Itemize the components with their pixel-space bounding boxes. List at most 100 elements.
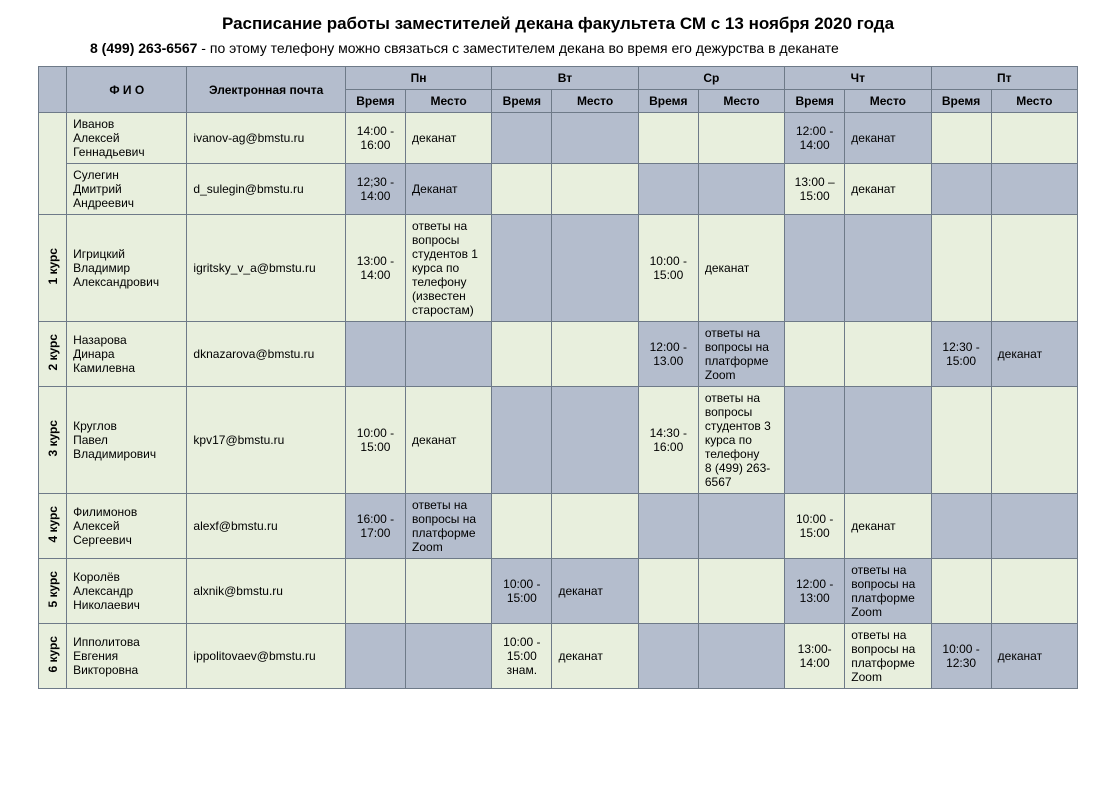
time-cell: 12:00 - 14:00 bbox=[785, 113, 845, 164]
th-course bbox=[39, 67, 67, 113]
email-cell: alexf@bmstu.ru bbox=[187, 494, 345, 559]
time-cell bbox=[492, 387, 552, 494]
place-cell: ответы на вопросы на платформе Zoom bbox=[845, 559, 931, 624]
th-day-0: Пн bbox=[345, 67, 491, 90]
th-time-0: Время bbox=[345, 90, 405, 113]
place-cell bbox=[406, 322, 492, 387]
place-cell: ответы на вопросы студентов 1 курса по т… bbox=[406, 215, 492, 322]
time-cell bbox=[492, 215, 552, 322]
place-cell: ответы на вопросы на платформе Zoom bbox=[698, 322, 784, 387]
th-day-1: Вт bbox=[492, 67, 638, 90]
subtitle: 8 (499) 263-6567 - по этому телефону мож… bbox=[90, 40, 1116, 56]
time-cell bbox=[931, 559, 991, 624]
time-cell bbox=[492, 494, 552, 559]
phone-number: 8 (499) 263-6567 bbox=[90, 40, 197, 56]
th-email: Электронная почта bbox=[187, 67, 345, 113]
place-cell bbox=[552, 113, 638, 164]
th-time-2: Время bbox=[638, 90, 698, 113]
name-cell: ФилимоновАлексейСергеевич bbox=[67, 494, 187, 559]
time-cell: 13:00 - 14:00 bbox=[345, 215, 405, 322]
time-cell: 10:00 - 15:00 bbox=[785, 494, 845, 559]
place-cell: деканат bbox=[845, 494, 931, 559]
time-cell bbox=[492, 113, 552, 164]
th-time-4: Время bbox=[931, 90, 991, 113]
time-cell: 10:00 - 15:00 знам. bbox=[492, 624, 552, 689]
time-cell bbox=[345, 624, 405, 689]
name-cell: ИпполитоваЕвгенияВикторовна bbox=[67, 624, 187, 689]
place-cell bbox=[406, 624, 492, 689]
place-cell bbox=[552, 322, 638, 387]
time-cell: 16:00 - 17:00 bbox=[345, 494, 405, 559]
time-cell bbox=[931, 113, 991, 164]
email-cell: dknazarova@bmstu.ru bbox=[187, 322, 345, 387]
name-cell: КругловПавелВладимирович bbox=[67, 387, 187, 494]
course-cell: 3 курс bbox=[39, 387, 67, 494]
place-cell bbox=[552, 215, 638, 322]
schedule-table: Ф И О Электронная почта Пн Вт Ср Чт Пт В… bbox=[38, 66, 1078, 689]
time-cell bbox=[785, 215, 845, 322]
place-cell bbox=[552, 164, 638, 215]
place-cell: деканат bbox=[991, 624, 1077, 689]
table-row: 2 курсНазароваДинараКамилевнаdknazarova@… bbox=[39, 322, 1078, 387]
table-row: 4 курсФилимоновАлексейСергеевичalexf@bms… bbox=[39, 494, 1078, 559]
place-cell: деканат bbox=[406, 113, 492, 164]
time-cell bbox=[638, 624, 698, 689]
place-cell bbox=[991, 164, 1077, 215]
th-day-4: Пт bbox=[931, 67, 1078, 90]
time-cell bbox=[931, 164, 991, 215]
place-cell bbox=[698, 624, 784, 689]
place-cell bbox=[698, 113, 784, 164]
time-cell: 14:30 - 16:00 bbox=[638, 387, 698, 494]
table-head: Ф И О Электронная почта Пн Вт Ср Чт Пт В… bbox=[39, 67, 1078, 113]
email-cell: ippolitovaev@bmstu.ru bbox=[187, 624, 345, 689]
place-cell: деканат bbox=[406, 387, 492, 494]
time-cell: 14:00 - 16:00 bbox=[345, 113, 405, 164]
th-day-3: Чт bbox=[785, 67, 931, 90]
time-cell: 10:00 - 15:00 bbox=[492, 559, 552, 624]
place-cell: Деканат bbox=[406, 164, 492, 215]
place-cell: деканат bbox=[991, 322, 1077, 387]
time-cell bbox=[492, 322, 552, 387]
time-cell: 12:00 - 13.00 bbox=[638, 322, 698, 387]
place-cell: деканат bbox=[698, 215, 784, 322]
place-cell: ответы на вопросы на платформе Zoom bbox=[845, 624, 931, 689]
course-cell: 1 курс bbox=[39, 215, 67, 322]
place-cell bbox=[552, 494, 638, 559]
course-cell: 5 курс bbox=[39, 559, 67, 624]
place-cell bbox=[845, 322, 931, 387]
time-cell bbox=[345, 559, 405, 624]
course-cell: 2 курс bbox=[39, 322, 67, 387]
table-row: ИвановАлексейГеннадьевичivanov-ag@bmstu.… bbox=[39, 113, 1078, 164]
place-cell: деканат bbox=[552, 559, 638, 624]
table-row: 3 курсКругловПавелВладимировичkpv17@bmst… bbox=[39, 387, 1078, 494]
place-cell bbox=[991, 113, 1077, 164]
table-row: 6 курсИпполитоваЕвгенияВикторовнаippolit… bbox=[39, 624, 1078, 689]
place-cell bbox=[698, 164, 784, 215]
course-cell: 4 курс bbox=[39, 494, 67, 559]
time-cell bbox=[638, 113, 698, 164]
place-cell bbox=[991, 559, 1077, 624]
th-time-1: Время bbox=[492, 90, 552, 113]
subtitle-rest: - по этому телефону можно связаться с за… bbox=[197, 40, 838, 56]
table-row: СулегинДмитрийАндреевичd_sulegin@bmstu.r… bbox=[39, 164, 1078, 215]
email-cell: igritsky_v_a@bmstu.ru bbox=[187, 215, 345, 322]
place-cell bbox=[552, 387, 638, 494]
time-cell: 12:30 - 15:00 bbox=[931, 322, 991, 387]
time-cell bbox=[931, 387, 991, 494]
time-cell bbox=[345, 322, 405, 387]
th-name: Ф И О bbox=[67, 67, 187, 113]
place-cell: деканат bbox=[845, 113, 931, 164]
place-cell: деканат bbox=[845, 164, 931, 215]
place-cell bbox=[698, 559, 784, 624]
th-place-3: Место bbox=[845, 90, 931, 113]
table-row: 5 курсКоролёвАлександрНиколаевичalxnik@b… bbox=[39, 559, 1078, 624]
th-place-4: Место bbox=[991, 90, 1077, 113]
place-cell: ответы на вопросы студентов 3 курса по т… bbox=[698, 387, 784, 494]
page-title: Расписание работы заместителей декана фа… bbox=[0, 14, 1116, 34]
th-day-2: Ср bbox=[638, 67, 784, 90]
th-place-0: Место bbox=[406, 90, 492, 113]
time-cell bbox=[492, 164, 552, 215]
time-cell: 12;30 - 14:00 bbox=[345, 164, 405, 215]
place-cell bbox=[406, 559, 492, 624]
place-cell bbox=[698, 494, 784, 559]
